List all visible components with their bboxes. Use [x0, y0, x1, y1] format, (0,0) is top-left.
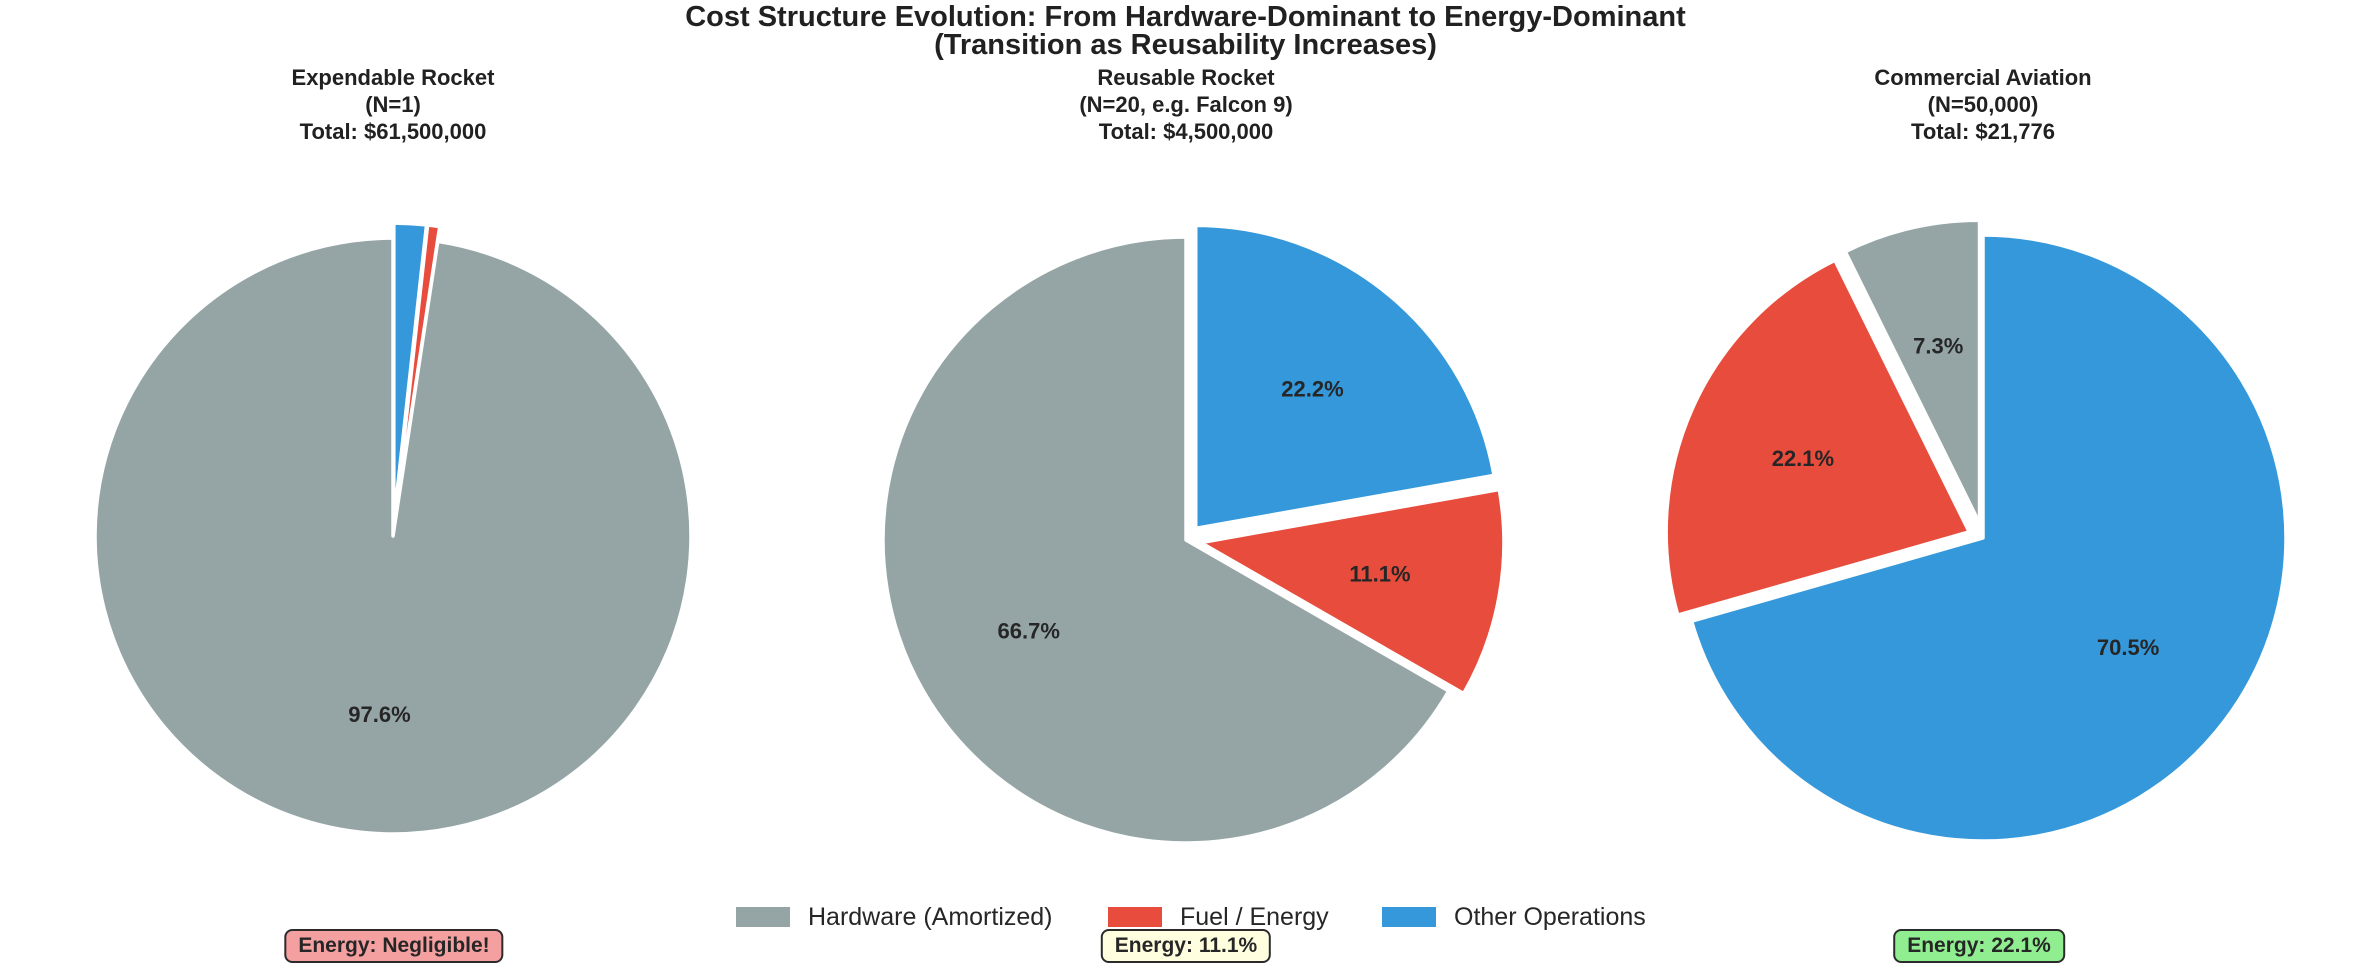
pie-chart-aviation: 7.3% 22.1% 70.5%: [1664, 218, 2288, 843]
annotation-energy-expendable: Energy: Negligible!: [284, 929, 504, 963]
pie3-pct-label-hardware-amortized: 7.3%: [1913, 334, 1963, 359]
panel2-title-line2: (N=20, e.g. Falcon 9): [1079, 92, 1293, 117]
pie2-wedge-hardware-amortized: [881, 235, 1451, 845]
pie2-wedge-fuel-energy: [1199, 487, 1506, 696]
pie2-pct-label-other-operations: 22.2%: [1281, 377, 1343, 402]
figure-title-line2: (Transition as Reusability Increases): [934, 29, 1437, 61]
legend-item-hardware: Hardware (Amortized): [736, 903, 1053, 931]
figure-title: Cost Structure Evolution: From Hardware-…: [0, 1, 2371, 61]
figure-title-line1: Cost Structure Evolution: From Hardware-…: [685, 1, 1686, 33]
pie3-wedge-fuel-energy: [1664, 258, 1971, 617]
panel1-title-line3: Total: $61,500,000: [299, 119, 487, 144]
pie1-pct-label-hardware-amortized: 97.6%: [348, 702, 410, 727]
pie2-wedge-other-operations: [1193, 223, 1496, 531]
panel-title-aviation: Commercial Aviation (N=50,000) Total: $2…: [1673, 64, 2293, 145]
legend-swatch-other: [1382, 907, 1436, 927]
panel1-title-line1: Expendable Rocket: [291, 65, 495, 90]
legend-label-fuel: Fuel / Energy: [1180, 902, 1329, 931]
legend-swatch-fuel: [1108, 907, 1162, 927]
pie3-pct-label-other-operations: 70.5%: [2097, 635, 2159, 660]
annotation-energy-reusable: Energy: 11.1%: [1100, 929, 1272, 963]
legend-item-fuel: Fuel / Energy: [1108, 903, 1329, 931]
pie3-pct-label-fuel-energy: 22.1%: [1772, 446, 1834, 471]
pie1-wedge-hardware-amortized: [93, 236, 693, 836]
panel-title-expendable: Expendable Rocket (N=1) Total: $61,500,0…: [83, 64, 703, 145]
panel2-title-line3: Total: $4,500,000: [1098, 119, 1274, 144]
pie3-wedge-other-operations: [1689, 233, 2288, 843]
panel2-title-line1: Reusable Rocket: [1097, 65, 1275, 90]
pie1-wedge-other-operations: [392, 221, 429, 523]
legend-item-other: Other Operations: [1382, 903, 1646, 931]
pie-chart-expendable: 97.6%: [93, 221, 693, 836]
legend-swatch-hardware: [736, 907, 790, 927]
panel-title-reusable: Reusable Rocket (N=20, e.g. Falcon 9) To…: [876, 64, 1496, 145]
panel3-title-line2: (N=50,000): [1927, 92, 2039, 117]
panel3-title-line3: Total: $21,776: [1911, 119, 2055, 144]
legend-label-other: Other Operations: [1454, 902, 1646, 931]
pie2-pct-label-fuel-energy: 11.1%: [1349, 561, 1410, 586]
legend-label-hardware: Hardware (Amortized): [808, 902, 1053, 931]
panel1-title-line2: (N=1): [365, 92, 421, 117]
panel3-title-line1: Commercial Aviation: [1874, 65, 2092, 90]
pie2-pct-label-hardware-amortized: 66.7%: [998, 619, 1060, 644]
pie3-wedge-hardware-amortized: [1843, 218, 1982, 525]
annotation-energy-aviation: Energy: 22.1%: [1893, 929, 2065, 963]
pie-chart-reusable: 66.7% 11.1% 22.2%: [881, 223, 1506, 845]
